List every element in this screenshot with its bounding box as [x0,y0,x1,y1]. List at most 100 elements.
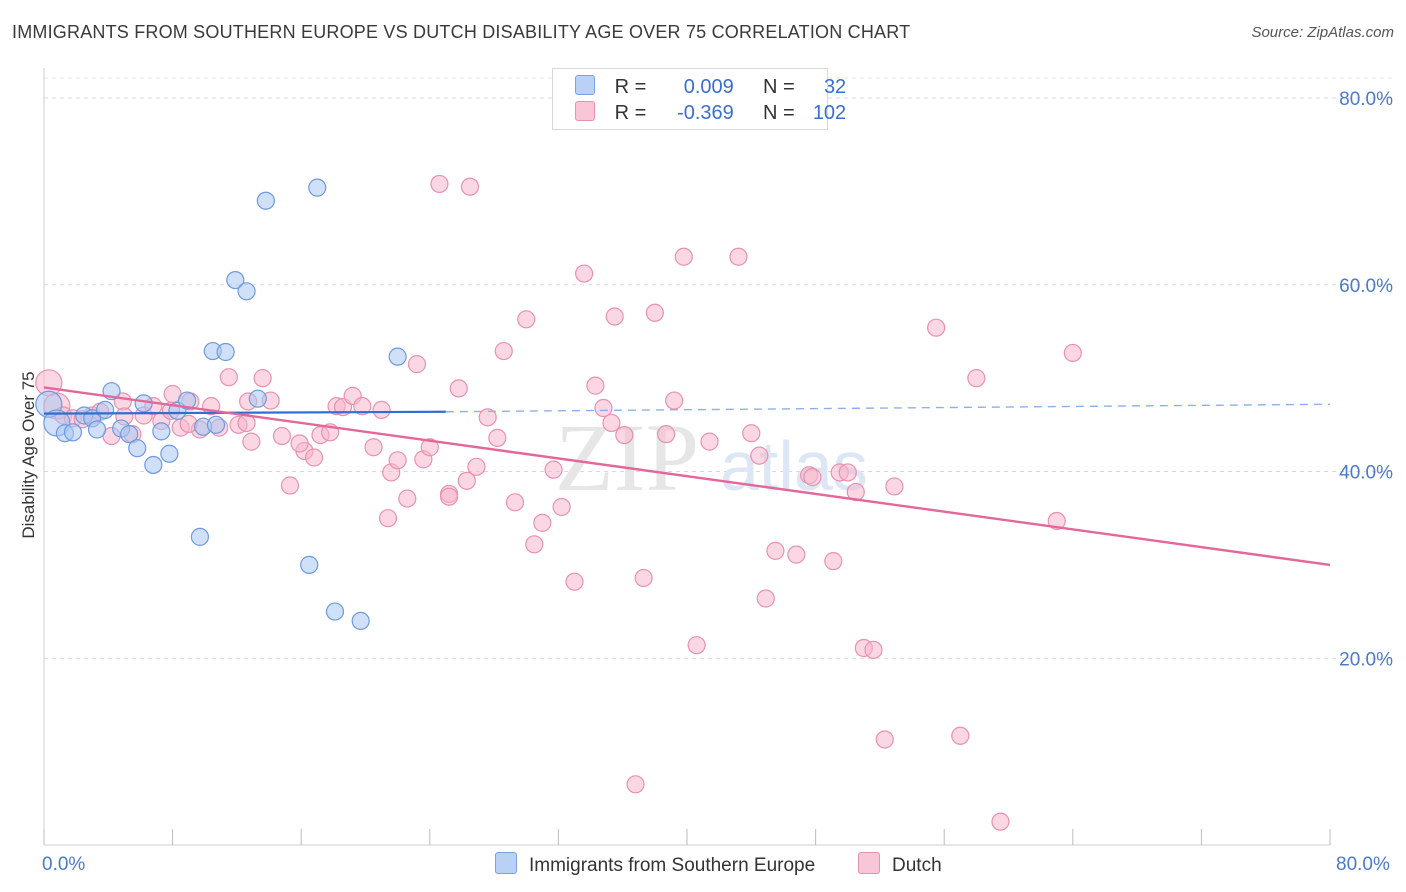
southern-europe-point-3 [63,423,83,442]
dutch-point-39 [398,489,417,508]
dutch-point-42 [420,438,439,457]
southern-europe-point-25 [248,389,267,408]
dutch-point-46 [457,471,476,490]
dutch-point-63 [634,568,653,588]
chart-title: IMMIGRANTS FROM SOUTHERN EUROPE VS DUTCH… [12,22,911,42]
dutch-point-43 [430,174,449,194]
southern-europe-point-18 [190,527,210,546]
y-tick-label-1: 40.0% [1339,463,1393,484]
dutch-point-85 [885,477,904,496]
dutch-point-50 [494,341,513,361]
legend-n-label: N = [762,76,795,98]
axes [43,68,1331,846]
dutch-point-57 [565,572,584,591]
x-tick-label-left: 0.0% [42,854,85,875]
southern-europe-point-13 [144,455,163,475]
dutch-point-77 [803,468,822,487]
grid-lines [44,77,1392,659]
legend-r-value: -0.369 [677,102,734,124]
dutch-point-65 [657,425,676,444]
dutch-point-59 [586,376,605,395]
dutch-point-26 [280,476,300,495]
dutch-point-88 [967,369,986,388]
dutch-point-92 [626,775,645,794]
dutch-point-97 [602,413,621,433]
dutch-point-95 [290,434,309,453]
dutch-point-35 [364,438,383,457]
dutch-point-52 [517,310,536,329]
legend-r-label: R = [614,76,647,98]
y-tick-label-0: 20.0% [1339,649,1393,670]
southern-europe-point-27 [300,555,319,574]
dutch-point-60 [594,398,613,418]
dutch-point-69 [700,432,719,451]
dutch-point-86 [927,318,946,337]
dutch-point-90 [1047,511,1066,531]
legend-n-value: 102 [812,102,847,124]
southern-europe-point-7 [95,400,115,419]
dutch-point-23 [253,369,272,388]
southern-europe-point-11 [128,439,147,458]
legend-swatch-pink [575,101,595,121]
southern-europe-point-14 [152,422,171,441]
southern-europe-point-24 [237,282,256,301]
series-dutch-points [35,174,1082,831]
bottom-legend-swatch-blue [495,852,517,874]
trend-lines [43,386,1331,567]
southern-europe-point-22 [216,342,235,362]
bottom-legend-label: Immigrants from Southern Europe [529,855,816,876]
dutch-point-47 [467,457,486,476]
legend-r-value: 0.009 [683,76,734,98]
trend-line-southern-europe [43,410,446,415]
southern-europe-point-21 [206,415,226,434]
dutch-point-75 [787,545,806,564]
legend-row-dutch: R = -0.369 N = 102 [575,101,846,127]
dutch-point-55 [544,460,563,479]
dutch-point-62 [615,425,634,445]
correlation-legend: R = 0.009 N = 32 R = -0.369 N = 102 [552,68,846,130]
dutch-point-64 [645,303,664,322]
dutch-point-70 [729,247,748,266]
southern-europe-point-31 [388,347,407,366]
legend-n-value: 32 [823,76,847,98]
dutch-point-36 [372,400,391,419]
dutch-point-94 [378,509,398,528]
dutch-point-53 [525,535,544,554]
legend-r-label: R = [614,102,647,124]
y-axis-label: Disability Age Over 75 [19,371,38,538]
dutch-point-96 [460,177,480,196]
southern-europe-point-6 [87,420,107,439]
trend-line-southern-europe-extension [445,403,1331,413]
dutch-point-68 [687,636,706,655]
southern-europe-point-10 [120,425,139,444]
dutch-point-49 [488,428,507,447]
bottom-legend-dutch: Dutch [858,852,942,877]
dutch-point-91 [1063,343,1082,363]
dutch-point-93 [439,487,459,506]
series-southern-europe-points [35,178,407,631]
legend-row-southern-europe: R = 0.009 N = 32 [575,75,846,101]
dutch-point-38 [388,451,407,470]
dutch-point-61 [605,307,624,326]
source-credit: Source: ZipAtlas.com [1251,24,1394,41]
southern-europe-point-28 [308,178,327,197]
southern-europe-point-12 [134,394,153,413]
bottom-legend-southern-europe: Immigrants from Southern Europe [495,852,815,877]
dutch-point-34 [353,397,372,416]
dutch-point-51 [505,493,525,512]
dutch-point-58 [575,264,594,283]
dutch-point-74 [766,541,785,560]
dutch-point-54 [533,513,552,532]
dutch-point-40 [407,355,427,374]
dutch-point-28 [304,448,324,467]
southern-europe-point-23 [226,270,245,290]
dutch-point-22 [242,432,261,451]
dutch-point-71 [742,424,761,443]
y-tick-labels: 20.0% 40.0% 60.0% 80.0% [1339,89,1393,670]
y-tick-label-3: 80.0% [1339,89,1393,110]
dutch-point-25 [272,426,292,446]
trend-line-dutch [43,386,1331,567]
dutch-point-45 [449,379,468,398]
y-tick-label-2: 60.0% [1339,276,1393,297]
